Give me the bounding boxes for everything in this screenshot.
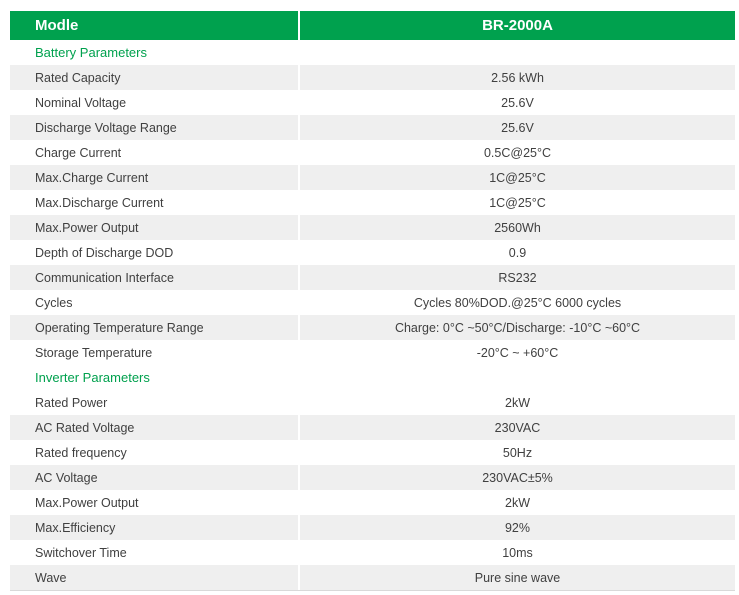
spec-label: Max.Charge Current [10,165,300,190]
battery-section-title: Battery Parameters [10,40,735,65]
model-number-header: BR-2000A [300,11,735,40]
table-row: AC Rated Voltage 230VAC [10,415,735,440]
spec-label: Charge Current [10,140,300,165]
table-row: Max.Efficiency 92% [10,515,735,540]
spec-label: Cycles [10,290,300,315]
spec-label: Max.Efficiency [10,515,300,540]
table-row: Storage Temperature -20°C ~ +60°C [10,340,735,365]
spec-label: Discharge Voltage Range [10,115,300,140]
spec-value: Pure sine wave [474,570,561,585]
spec-label: Switchover Time [10,540,300,565]
table-row: Max.Power Output 2560Wh [10,215,735,240]
battery-rows: Rated Capacity 2.56 kWh Nominal Voltage … [10,65,735,365]
spec-value: 2kW [505,495,530,510]
spec-value: 0.5C@25°C [483,145,552,160]
table-row: Depth of Discharge DOD 0.9 [10,240,735,265]
table-row: Discharge Voltage Range 25.6V [10,115,735,140]
spec-label: AC Rated Voltage [10,415,300,440]
spec-value: 10ms [502,545,533,560]
spec-value: RS232 [498,270,537,285]
spec-value: 50Hz [502,445,533,460]
table-row: Rated Power 2kW [10,390,735,415]
table-row: Switchover Time 10ms [10,540,735,565]
spec-label: Max.Discharge Current [10,190,300,215]
spec-label: Wave [10,565,300,590]
table-row: Max.Charge Current 1C@25°C [10,165,735,190]
spec-value: Charge: 0°C ~50°C/Discharge: -10°C ~60°C [394,320,641,335]
spec-label: AC Voltage [10,465,300,490]
spec-label: Communication Interface [10,265,300,290]
table-row: Nominal Voltage 25.6V [10,90,735,115]
spec-label: Nominal Voltage [10,90,300,115]
spec-label: Rated Power [10,390,300,415]
table-row: Rated frequency 50Hz [10,440,735,465]
table-row: Cycles Cycles 80%DOD.@25°C 6000 cycles [10,290,735,315]
table-row: Charge Current 0.5C@25°C [10,140,735,165]
spec-value: 230VAC±5% [482,470,553,485]
spec-value: 1C@25°C [489,170,546,185]
table-row: Rated Capacity 2.56 kWh [10,65,735,90]
spec-label: Operating Temperature Range [10,315,300,340]
spec-value: 25.6V [501,120,534,135]
spec-value: 2kW [505,395,530,410]
spec-label: Rated frequency [10,440,300,465]
spec-value: 0.9 [508,245,527,260]
spec-value: 25.6V [501,95,534,110]
spec-label: Rated Capacity [10,65,300,90]
table-row: Communication Interface RS232 [10,265,735,290]
spec-label: Storage Temperature [10,340,300,365]
spec-value: -20°C ~ +60°C [476,345,559,360]
table-row: Max.Power Output 2kW [10,490,735,515]
spec-value: Cycles 80%DOD.@25°C 6000 cycles [413,295,622,310]
table-row: Operating Temperature Range Charge: 0°C … [10,315,735,340]
spec-value: 230VAC [494,420,541,435]
table-header-row: Modle BR-2000A [10,11,735,40]
table-row: Max.Discharge Current 1C@25°C [10,190,735,215]
model-column-header: Modle [10,11,300,40]
spec-label: Depth of Discharge DOD [10,240,300,265]
spec-label: Max.Power Output [10,490,300,515]
spec-label: Max.Power Output [10,215,300,240]
spec-value: 1C@25°C [489,195,546,210]
spec-table: Modle BR-2000A Battery Parameters Rated … [10,11,735,591]
spec-value: 92% [504,520,531,535]
spec-value: 2.56 kWh [491,70,544,85]
inverter-rows: Rated Power 2kW AC Rated Voltage 230VAC … [10,390,735,590]
table-row: AC Voltage 230VAC±5% [10,465,735,490]
spec-value: 2560Wh [494,220,541,235]
table-row: Wave Pure sine wave [10,565,735,590]
inverter-section-title: Inverter Parameters [10,365,735,390]
